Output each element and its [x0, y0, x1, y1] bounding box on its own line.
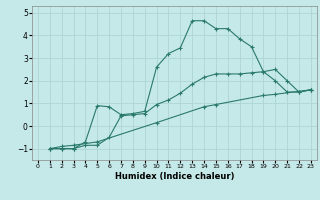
X-axis label: Humidex (Indice chaleur): Humidex (Indice chaleur): [115, 172, 234, 181]
